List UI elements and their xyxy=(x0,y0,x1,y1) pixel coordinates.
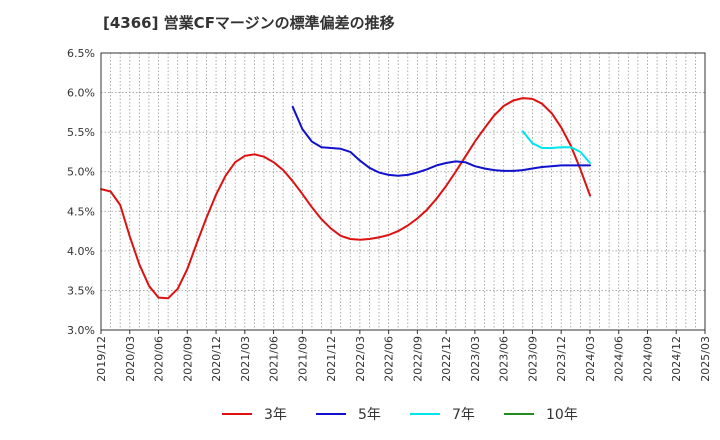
x-tick-label: 2022/09 xyxy=(411,336,424,382)
y-tick-label: 4.5% xyxy=(67,205,95,218)
y-tick-label: 3.0% xyxy=(67,324,95,337)
x-tick-label: 2024/09 xyxy=(641,336,654,382)
x-tick-label: 2020/12 xyxy=(210,336,223,382)
x-tick-label: 2022/06 xyxy=(383,336,396,382)
plot-border xyxy=(100,52,706,331)
x-tick-label: 2021/12 xyxy=(325,336,338,382)
x-tick-label: 2023/03 xyxy=(469,336,482,382)
series-line-7年 xyxy=(521,130,591,164)
series-lines xyxy=(100,97,591,300)
legend-label: 3年 xyxy=(264,407,287,423)
x-tick-label: 2022/03 xyxy=(354,336,367,382)
legend: 3年 5年 7年 10年 xyxy=(222,407,578,423)
y-axis-ticks: 3.0% 3.5% 4.0% 4.5% 5.0% 5.5% 6.0% 6.5% xyxy=(67,47,95,337)
y-tick-label: 6.0% xyxy=(67,87,95,100)
x-tick-label: 2020/09 xyxy=(181,336,194,382)
series-line-5年 xyxy=(291,105,591,177)
x-tick-label: 2021/09 xyxy=(296,336,309,382)
x-tick-label: 2024/06 xyxy=(613,336,626,382)
legend-label: 10年 xyxy=(546,407,578,423)
y-tick-label: 5.5% xyxy=(67,126,95,139)
y-tick-label: 6.5% xyxy=(67,47,95,60)
grid-lines xyxy=(101,53,705,330)
x-tick-label: 2020/06 xyxy=(153,336,166,382)
y-tick-label: 4.0% xyxy=(67,245,95,258)
y-tick-label: 5.0% xyxy=(67,166,95,179)
plot-background xyxy=(101,53,705,330)
legend-label: 7年 xyxy=(452,407,475,423)
x-tick-label: 2023/09 xyxy=(526,336,539,382)
x-tick-label: 2019/12 xyxy=(95,336,108,382)
x-tick-label: 2020/03 xyxy=(124,336,137,382)
chart-title: [4366] 営業CFマージンの標準偏差の推移 xyxy=(103,14,395,32)
x-tick-label: 2024/03 xyxy=(584,336,597,382)
x-tick-label: 2021/06 xyxy=(268,336,281,382)
legend-label: 5年 xyxy=(358,407,381,423)
x-tick-label: 2023/12 xyxy=(555,336,568,382)
x-tick-label: 2021/03 xyxy=(239,336,252,382)
x-tick-label: 2023/06 xyxy=(498,336,511,382)
y-tick-label: 3.5% xyxy=(67,284,95,297)
x-axis-ticks: 2019/12 2020/03 2020/06 2020/09 2020/12 2021/… xyxy=(95,330,712,382)
series-line-3年 xyxy=(100,97,591,300)
x-tick-label: 2024/12 xyxy=(670,336,683,382)
x-tick-label: 2022/12 xyxy=(440,336,453,382)
x-tick-label: 2025/03 xyxy=(699,336,712,382)
